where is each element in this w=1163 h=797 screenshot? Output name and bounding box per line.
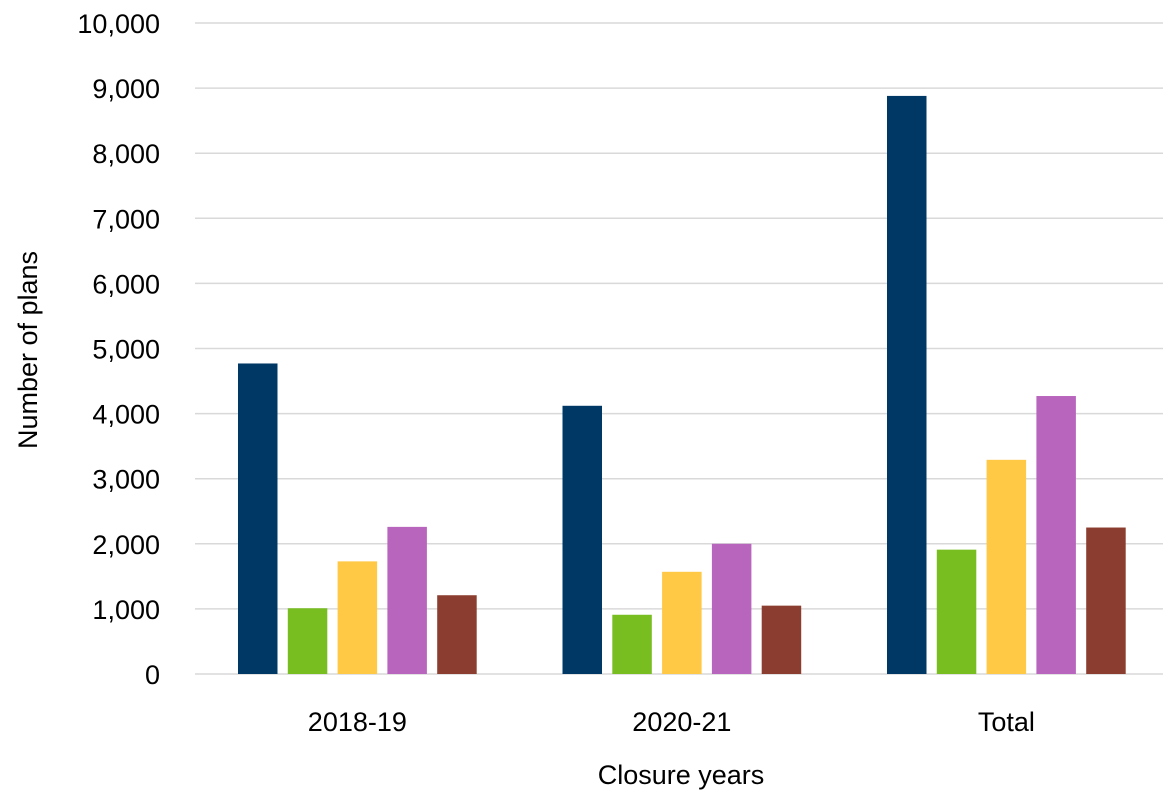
y-tick-label: 7,000	[92, 204, 160, 234]
y-tick-label: 10,000	[77, 9, 160, 39]
y-tick-label: 0	[145, 660, 160, 690]
bar	[711, 543, 752, 674]
bar	[562, 405, 602, 674]
bar	[387, 526, 427, 674]
y-tick-label: 9,000	[92, 74, 160, 104]
bar	[287, 608, 328, 674]
bars	[238, 95, 1126, 675]
y-tick-label: 2,000	[92, 530, 160, 560]
bar	[986, 459, 1027, 674]
bar	[437, 595, 477, 674]
y-axis-ticks: 0 1,000 2,000 3,000 4,000 5,000 6,000 7,000 8,00…	[77, 9, 160, 690]
bar	[1036, 396, 1076, 674]
bar	[662, 571, 702, 674]
bar	[936, 549, 977, 674]
y-tick-label: 8,000	[92, 139, 160, 169]
x-axis-ticks: 2018-19 2020-21 Total	[308, 707, 1035, 737]
x-axis-title: Closure years	[598, 760, 765, 790]
bar	[612, 614, 652, 674]
bar	[761, 605, 802, 674]
bar	[887, 95, 927, 675]
y-tick-label: 5,000	[92, 335, 160, 365]
y-tick-label: 6,000	[92, 269, 160, 299]
y-tick-label: 4,000	[92, 400, 160, 430]
y-tick-label: 3,000	[92, 465, 160, 495]
bar	[1086, 527, 1126, 674]
y-tick-label: 1,000	[92, 595, 160, 625]
y-axis-title: Number of plans	[13, 251, 43, 449]
x-tick-label: 2018-19	[308, 707, 407, 737]
bar	[238, 363, 278, 674]
x-tick-label: Total	[978, 707, 1035, 737]
x-tick-label: 2020-21	[632, 707, 731, 737]
bar	[337, 561, 378, 674]
